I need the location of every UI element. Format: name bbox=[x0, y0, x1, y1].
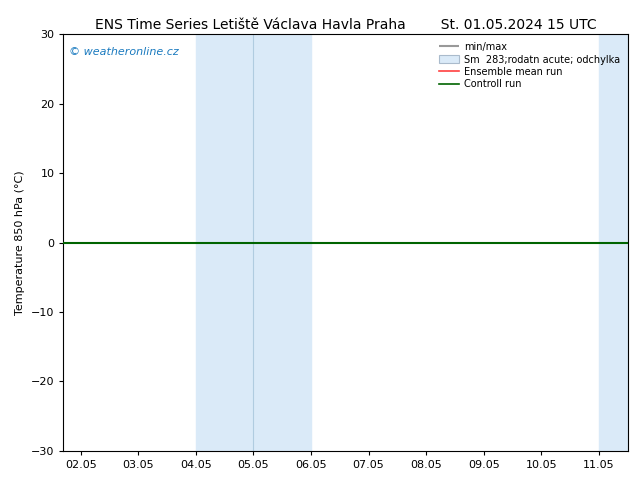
Text: © weatheronline.cz: © weatheronline.cz bbox=[69, 47, 179, 57]
Legend: min/max, Sm  283;rodatn acute; odchylka, Ensemble mean run, Controll run: min/max, Sm 283;rodatn acute; odchylka, … bbox=[437, 39, 623, 92]
Bar bbox=[599, 34, 634, 451]
Bar bbox=[196, 34, 311, 451]
Y-axis label: Temperature 850 hPa (°C): Temperature 850 hPa (°C) bbox=[15, 170, 25, 315]
Title: ENS Time Series Letiště Václava Havla Praha        St. 01.05.2024 15 UTC: ENS Time Series Letiště Václava Havla Pr… bbox=[94, 18, 597, 32]
